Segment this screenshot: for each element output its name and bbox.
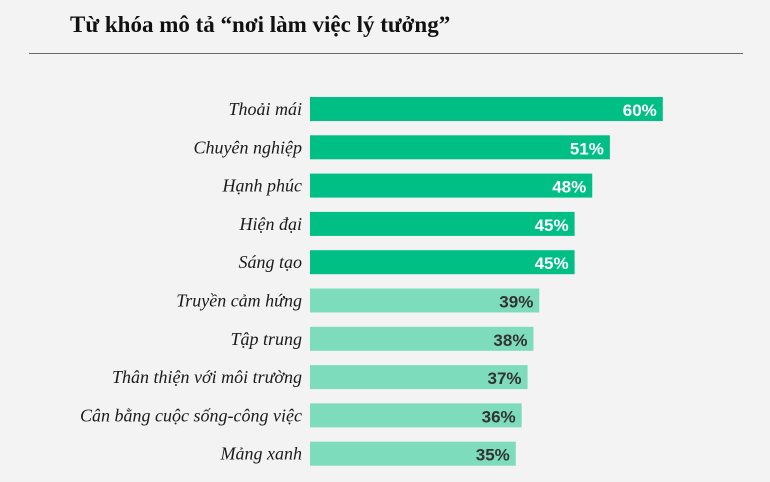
bar <box>310 326 534 351</box>
category-label: Cân bằng cuộc sống-công việc <box>80 405 302 425</box>
bar <box>310 173 593 198</box>
category-label: Tập trung <box>230 329 302 349</box>
bar-group: Truyền cảm hứng 39% <box>176 288 540 313</box>
value-label: 48% <box>552 178 586 197</box>
bar-group: Tập trung 38% <box>230 326 534 351</box>
category-label: Sáng tạo <box>238 252 302 272</box>
bar-group: Thoải mái 60% <box>228 97 663 121</box>
bar-group: Sáng tạo 45% <box>238 250 575 275</box>
bar-group: Cân bằng cuộc sống-công việc 36% <box>80 403 522 428</box>
title-divider <box>29 53 743 54</box>
bar <box>310 97 663 121</box>
bar-group: Hạnh phúc 48% <box>222 173 593 198</box>
bar <box>310 211 575 236</box>
bar <box>310 250 575 275</box>
value-label: 35% <box>476 446 510 465</box>
chart-title: Từ khóa mô tả “nơi làm việc lý tưởng” <box>70 12 451 37</box>
bar-group: Mảng xanh 35% <box>220 441 516 466</box>
bar <box>310 365 528 390</box>
bar <box>310 135 610 160</box>
value-label: 51% <box>570 139 604 158</box>
value-label: 38% <box>493 331 527 350</box>
bar-group: Chuyên nghiệp 51% <box>194 135 610 160</box>
bar <box>310 441 516 466</box>
bar-group: Hiện đại 45% <box>239 211 575 236</box>
category-label: Truyền cảm hứng <box>176 291 302 311</box>
category-label: Thân thiện với môi trường <box>112 367 302 387</box>
value-label: 45% <box>535 216 569 235</box>
category-label: Hiện đại <box>239 214 303 234</box>
category-label: Chuyên nghiệp <box>194 137 302 157</box>
value-label: 60% <box>623 101 657 120</box>
value-label: 39% <box>499 293 533 312</box>
category-label: Hạnh phúc <box>222 176 303 196</box>
value-label: 36% <box>482 407 516 426</box>
value-label: 45% <box>535 254 569 273</box>
value-label: 37% <box>488 369 522 388</box>
bar <box>310 288 540 313</box>
category-label: Thoải mái <box>228 99 302 119</box>
category-label: Mảng xanh <box>220 444 302 464</box>
bar-group: Thân thiện với môi trường 37% <box>112 365 528 390</box>
bar <box>310 403 522 428</box>
